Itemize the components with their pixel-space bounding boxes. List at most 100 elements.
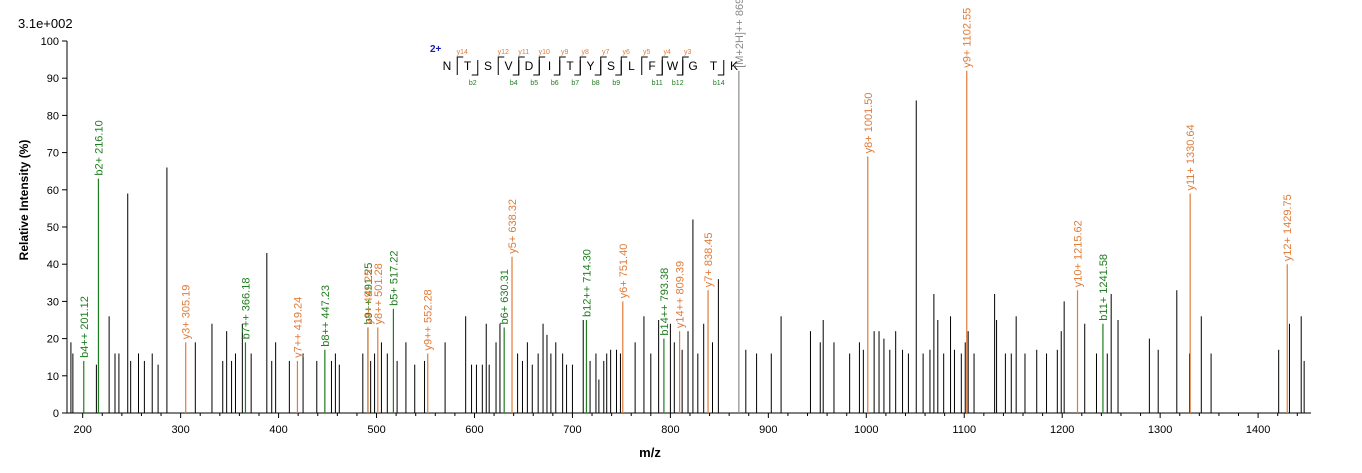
b-ion-label: b12 xyxy=(672,80,684,87)
peak-label: y9++ 552.28 xyxy=(423,289,435,350)
b-ion-label: b6 xyxy=(551,80,559,87)
peak-label: b6+ 630.31 xyxy=(499,269,511,324)
b-ion-label: b8 xyxy=(592,80,600,87)
y-tick-label: 80 xyxy=(47,110,59,122)
y-ion-bracket xyxy=(620,56,628,75)
peak-label: y11+ 1330.64 xyxy=(1185,124,1197,190)
peak-label: y10+ 1215.62 xyxy=(1073,220,1085,287)
b-ion-label: b4 xyxy=(510,80,518,87)
b-ion-label: b14 xyxy=(713,80,725,87)
y-ion-label: y11 xyxy=(518,49,529,56)
b-ion-bracket xyxy=(594,60,602,76)
y-ion-bracket xyxy=(579,56,587,75)
b-ion-bracket xyxy=(676,60,684,76)
y-tick-label: 0 xyxy=(53,408,59,420)
peak-label: y4+ 491.25 xyxy=(363,270,375,325)
residue-letter: K xyxy=(730,59,738,73)
b-ion-label: b2 xyxy=(469,80,477,87)
y-ion-bracket xyxy=(641,56,648,75)
residue-letter: F xyxy=(648,59,655,73)
residue-letter: L xyxy=(628,59,635,73)
peak-label: y7+ 838.45 xyxy=(703,232,715,287)
peak-label: b8++ 447.23 xyxy=(320,285,332,347)
y-ion-label: y12 xyxy=(498,49,509,56)
residue-letter: N xyxy=(443,59,452,73)
y-tick-label: 20 xyxy=(47,334,59,346)
peaks xyxy=(70,70,1305,413)
y-ion-bracket xyxy=(600,56,607,75)
y-tick-label: 50 xyxy=(47,222,59,234)
peak-label: b11+ 1241.58 xyxy=(1098,254,1110,321)
b-ion-label: b11 xyxy=(652,80,663,87)
peak-label: b14++ 793.38 xyxy=(659,268,671,336)
x-tick-label: 1100 xyxy=(952,424,976,436)
axes: 0 10 20 30 40 50 60 70 80 90 100 200 300 400 500 600 700… xyxy=(41,36,1311,436)
x-tick-label: 700 xyxy=(563,424,581,436)
y-ion-label: y4 xyxy=(664,49,672,56)
y-tick-label: 70 xyxy=(47,148,59,160)
x-tick-label: 800 xyxy=(661,424,679,436)
residue-letter: D xyxy=(525,59,534,73)
peak-label: y8+ 1001.50 xyxy=(863,92,875,153)
peak-labels: b4++ 201.12 b2+ 216.10 y3+ 305.19 b7++ 366.… xyxy=(79,0,1294,358)
charge-state-label: 2+ xyxy=(430,44,442,55)
b-ion-label: b5 xyxy=(530,80,538,87)
x-tick-label: 1200 xyxy=(1050,424,1074,436)
peak-label: y3+ 305.19 xyxy=(181,285,193,340)
residue-letter: T xyxy=(566,59,574,73)
b-ion-bracket xyxy=(512,60,520,76)
max-intensity-label: 3.1e+002 xyxy=(18,16,73,31)
x-tick-label: 200 xyxy=(73,424,91,436)
y-ion-label: y8 xyxy=(582,49,590,56)
y-ion-label: y7 xyxy=(602,49,610,56)
x-tick-label: 1400 xyxy=(1246,424,1270,436)
peak-label: [M+2H]++ 869 xyxy=(734,0,746,68)
b-ion-bracket xyxy=(717,60,725,76)
y-tick-label: 60 xyxy=(47,185,59,197)
y-tick-label: 40 xyxy=(47,259,59,271)
y-ion-label: y14 xyxy=(457,49,468,56)
residue-letter: I xyxy=(548,59,551,73)
x-axis-title: m/z xyxy=(639,445,661,460)
peak-label: b2+ 216.10 xyxy=(93,120,105,175)
x-tick-label: 1000 xyxy=(854,424,878,436)
y-ion-label: y6 xyxy=(623,49,631,56)
peak-label: y9+ 1102.55 xyxy=(962,8,974,68)
peak-label: y5+ 638.32 xyxy=(507,199,519,254)
y-ion-label: y10 xyxy=(539,49,550,56)
residue-letter: Y xyxy=(586,59,594,73)
y-ion-bracket xyxy=(456,56,464,75)
y-tick-label: 90 xyxy=(47,73,59,85)
residue-letter: T xyxy=(464,59,472,73)
y-ion-label: y5 xyxy=(643,49,651,56)
b-ion-bracket xyxy=(615,60,622,76)
y-axis-title: Relative Intensity (%) xyxy=(17,140,31,261)
peak-label: b9++ 491.25 xyxy=(363,263,375,325)
peak-label: b5+ 517.22 xyxy=(388,250,400,305)
y-tick-label: 30 xyxy=(47,296,59,308)
b-ion-label: b7 xyxy=(571,80,579,87)
x-tick-label: 300 xyxy=(171,424,189,436)
y-ion-bracket xyxy=(497,56,505,75)
b-ion-bracket xyxy=(553,60,561,76)
residue-letter: S xyxy=(484,59,492,73)
residue-letter: V xyxy=(504,59,512,73)
peak-label: y7++ 419.24 xyxy=(292,297,304,358)
peak-label: y12+ 1429.75 xyxy=(1282,194,1294,261)
y-ion-bracket xyxy=(538,56,546,75)
y-ion-label: y3 xyxy=(684,49,692,56)
x-tick-label: 400 xyxy=(269,424,287,436)
y-ion-bracket xyxy=(559,56,566,75)
residue-letter: T xyxy=(710,59,718,73)
residue-letter: S xyxy=(607,59,615,73)
residue-letter: G xyxy=(688,59,697,73)
x-tick-label: 600 xyxy=(465,424,483,436)
peak-label: b7++ 366.18 xyxy=(240,278,252,340)
peak-label: y6+ 751.40 xyxy=(618,244,630,299)
b-ion-bracket xyxy=(656,60,663,76)
y-ion-label: y9 xyxy=(561,49,569,56)
b-ion-bracket xyxy=(533,60,540,76)
b-ion-label: b9 xyxy=(612,80,620,87)
